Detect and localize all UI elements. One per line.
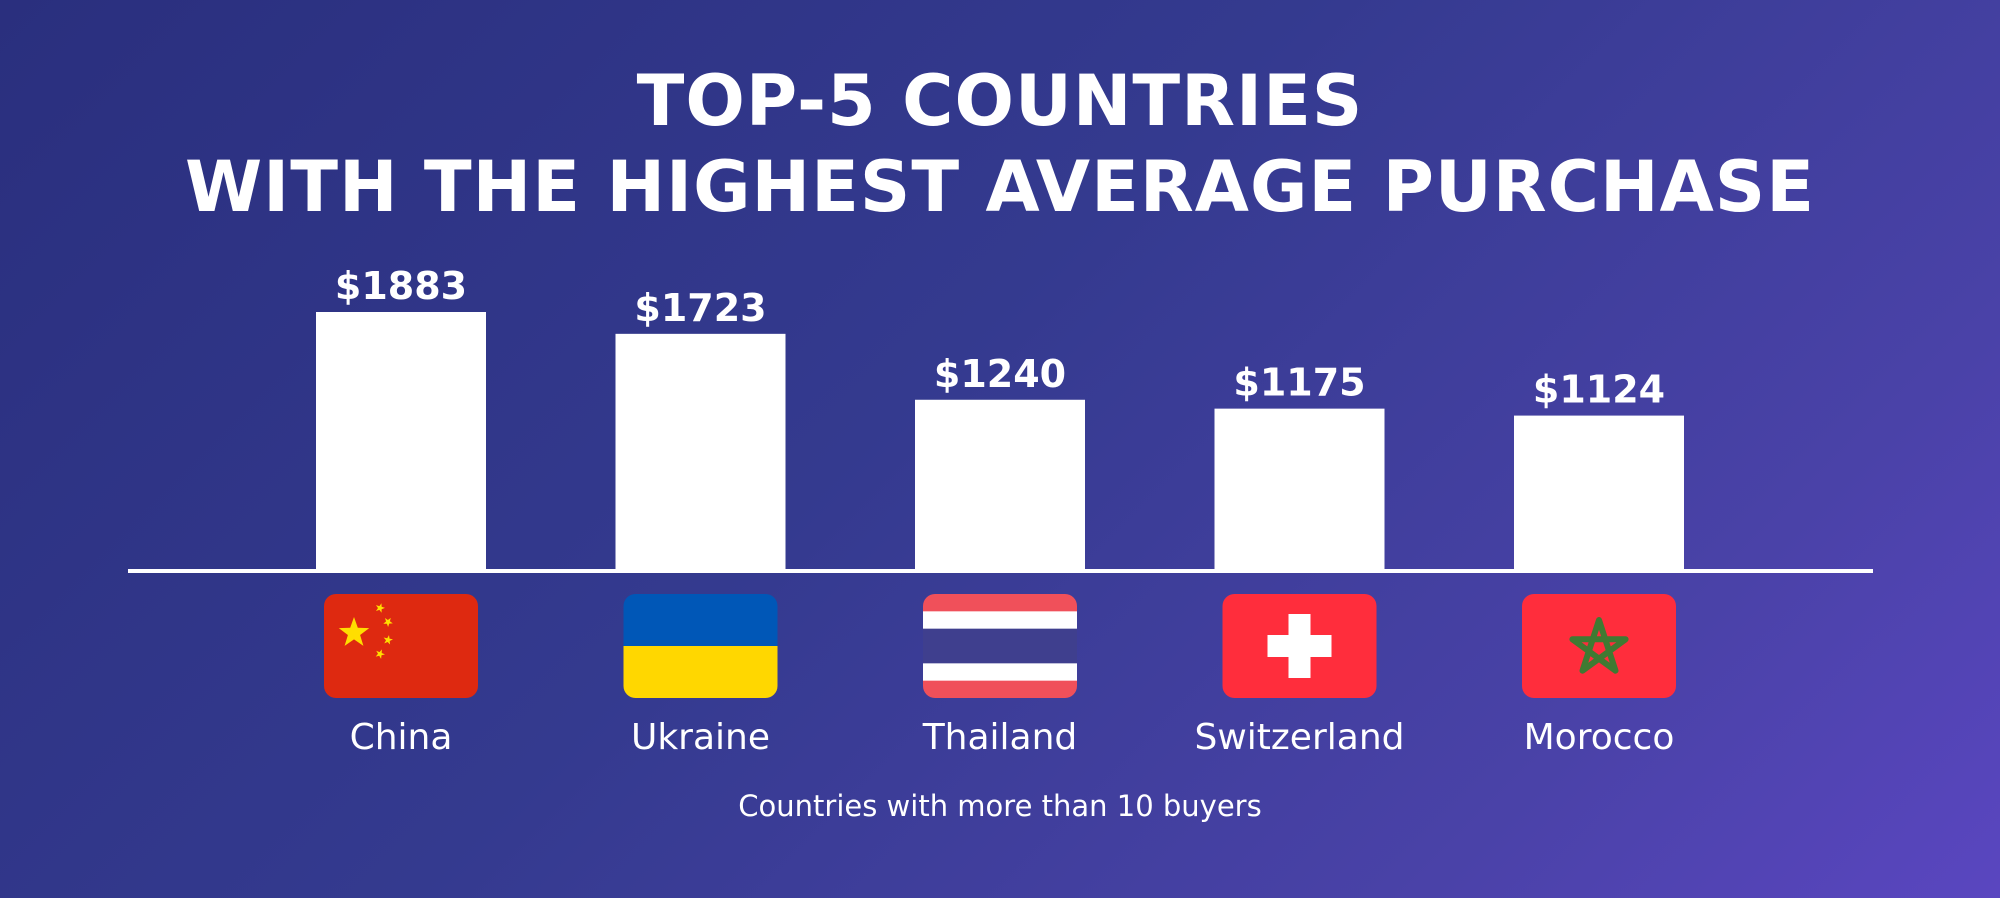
bar-china: [316, 312, 486, 569]
value-label-thailand: $1240: [934, 352, 1066, 396]
category-label-thailand: Thailand: [922, 717, 1078, 758]
flags-group: [324, 594, 1676, 698]
chart-footnote: Countries with more than 10 buyers: [738, 789, 1262, 823]
chart-title: TOP-5 COUNTRIES: [636, 60, 1364, 142]
value-label-switzerland: $1175: [1233, 361, 1365, 405]
category-label-china: China: [350, 717, 453, 758]
value-label-china: $1883: [335, 264, 467, 308]
category-labels-group: China Ukraine Thailand Switzerland Morocco: [350, 717, 1675, 758]
category-label-switzerland: Switzerland: [1195, 717, 1405, 758]
chart-subtitle: WITH THE HIGHEST AVERAGE PURCHASE: [184, 146, 1816, 228]
value-label-ukraine: $1723: [634, 286, 766, 330]
category-label-morocco: Morocco: [1524, 717, 1675, 758]
bar-switzerland: [1214, 408, 1385, 569]
value-labels-group: $1883 $1723 $1240 $1175 $1124: [335, 264, 1665, 412]
switzerland-flag-icon: [1222, 594, 1377, 698]
bars-group: [316, 312, 1684, 569]
ukraine-flag-icon: [623, 594, 778, 698]
bar-thailand: [915, 399, 1085, 569]
bar-morocco: [1514, 415, 1684, 569]
thailand-flag-icon: [923, 594, 1077, 698]
category-label-ukraine: Ukraine: [631, 717, 770, 758]
morocco-flag-icon: [1522, 594, 1676, 698]
bar-ukraine: [615, 333, 786, 569]
china-flag-icon: [324, 594, 478, 698]
value-label-morocco: $1124: [1533, 368, 1665, 412]
